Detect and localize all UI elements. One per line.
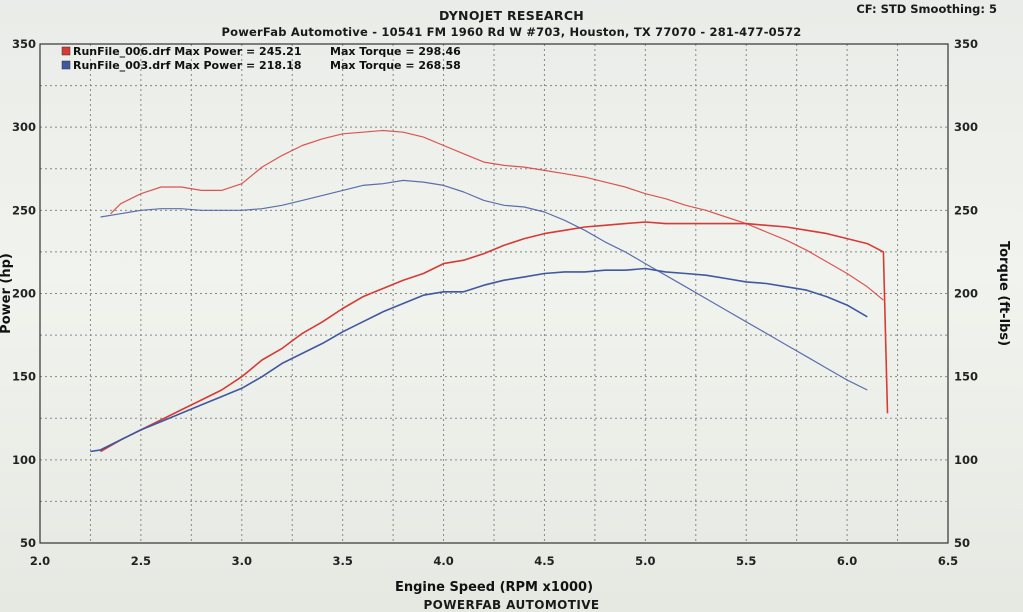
x-tick-label: 5.0 <box>635 554 655 568</box>
y-right-tick-label: 200 <box>954 287 978 301</box>
legend-file-power: RunFile_006.drf Max Power = 245.21 <box>73 45 302 58</box>
x-tick-label: 2.0 <box>30 554 50 568</box>
y-right-tick-label: 150 <box>954 370 978 384</box>
x-tick-label: 6.0 <box>837 554 857 568</box>
x-axis-title: Engine Speed (RPM x1000) <box>395 580 593 595</box>
footer-text: POWERFAB AUTOMOTIVE <box>423 598 600 612</box>
y-right-tick-labels: 50 100 150 200 250 300 350 <box>954 37 978 550</box>
x-tick-labels: 2.0 2.5 3.0 3.5 4.0 4.5 5.0 5.5 6.0 6.5 <box>30 554 958 568</box>
legend-swatch <box>61 60 71 70</box>
legend-swatch <box>61 46 71 56</box>
y-right-tick-label: 250 <box>954 203 978 217</box>
y-left-tick-label: 200 <box>12 287 36 301</box>
series-line-power-runfile-003-drf <box>90 267 868 453</box>
series-line-torque-runfile-003-drf <box>100 179 868 391</box>
y-left-tick-label: 50 <box>20 536 36 550</box>
y-right-tick-label: 100 <box>954 453 978 467</box>
grid-lines <box>39 43 949 544</box>
x-tick-label: 2.5 <box>131 554 151 568</box>
y-left-tick-label: 100 <box>12 453 36 467</box>
legend: RunFile_006.drf Max Power = 245.21 Max To… <box>61 45 461 72</box>
y-right-axis-title: Torque (ft-lbs) <box>996 241 1011 346</box>
y-left-tick-label: 350 <box>12 37 36 51</box>
y-left-tick-label: 150 <box>12 370 36 384</box>
y-left-axis-title: Power (hp) <box>0 253 14 334</box>
x-tick-label: 3.0 <box>232 554 252 568</box>
legend-torque: Max Torque = 268.58 <box>330 59 461 72</box>
series-line-torque-runfile-006-drf <box>110 129 884 301</box>
y-right-tick-label: 350 <box>954 37 978 51</box>
y-right-tick-label: 50 <box>954 536 970 550</box>
y-left-tick-labels: 50 100 150 200 250 300 350 <box>12 37 36 550</box>
series-line-power-runfile-006-drf <box>100 221 889 453</box>
plot-border <box>39 43 949 544</box>
y-left-tick-label: 250 <box>12 203 36 217</box>
x-tick-label: 4.0 <box>433 554 453 568</box>
y-left-tick-label: 300 <box>12 120 36 134</box>
x-tick-label: 3.5 <box>332 554 352 568</box>
plot-frame <box>39 43 949 544</box>
x-tick-label: 4.5 <box>534 554 554 568</box>
chart-title: DYNOJET RESEARCH <box>438 8 585 23</box>
series-lines <box>90 129 889 453</box>
y-right-tick-label: 300 <box>954 120 978 134</box>
legend-torque: Max Torque = 298.46 <box>330 45 461 58</box>
chart-subtitle: PowerFab Automotive - 10541 FM 1960 Rd W… <box>221 25 802 39</box>
x-tick-label: 5.5 <box>736 554 756 568</box>
correction-factor-label: CF: STD Smoothing: 5 <box>856 2 997 16</box>
x-tick-label: 6.5 <box>938 554 958 568</box>
legend-file-power: RunFile_003.drf Max Power = 218.18 <box>73 59 302 72</box>
